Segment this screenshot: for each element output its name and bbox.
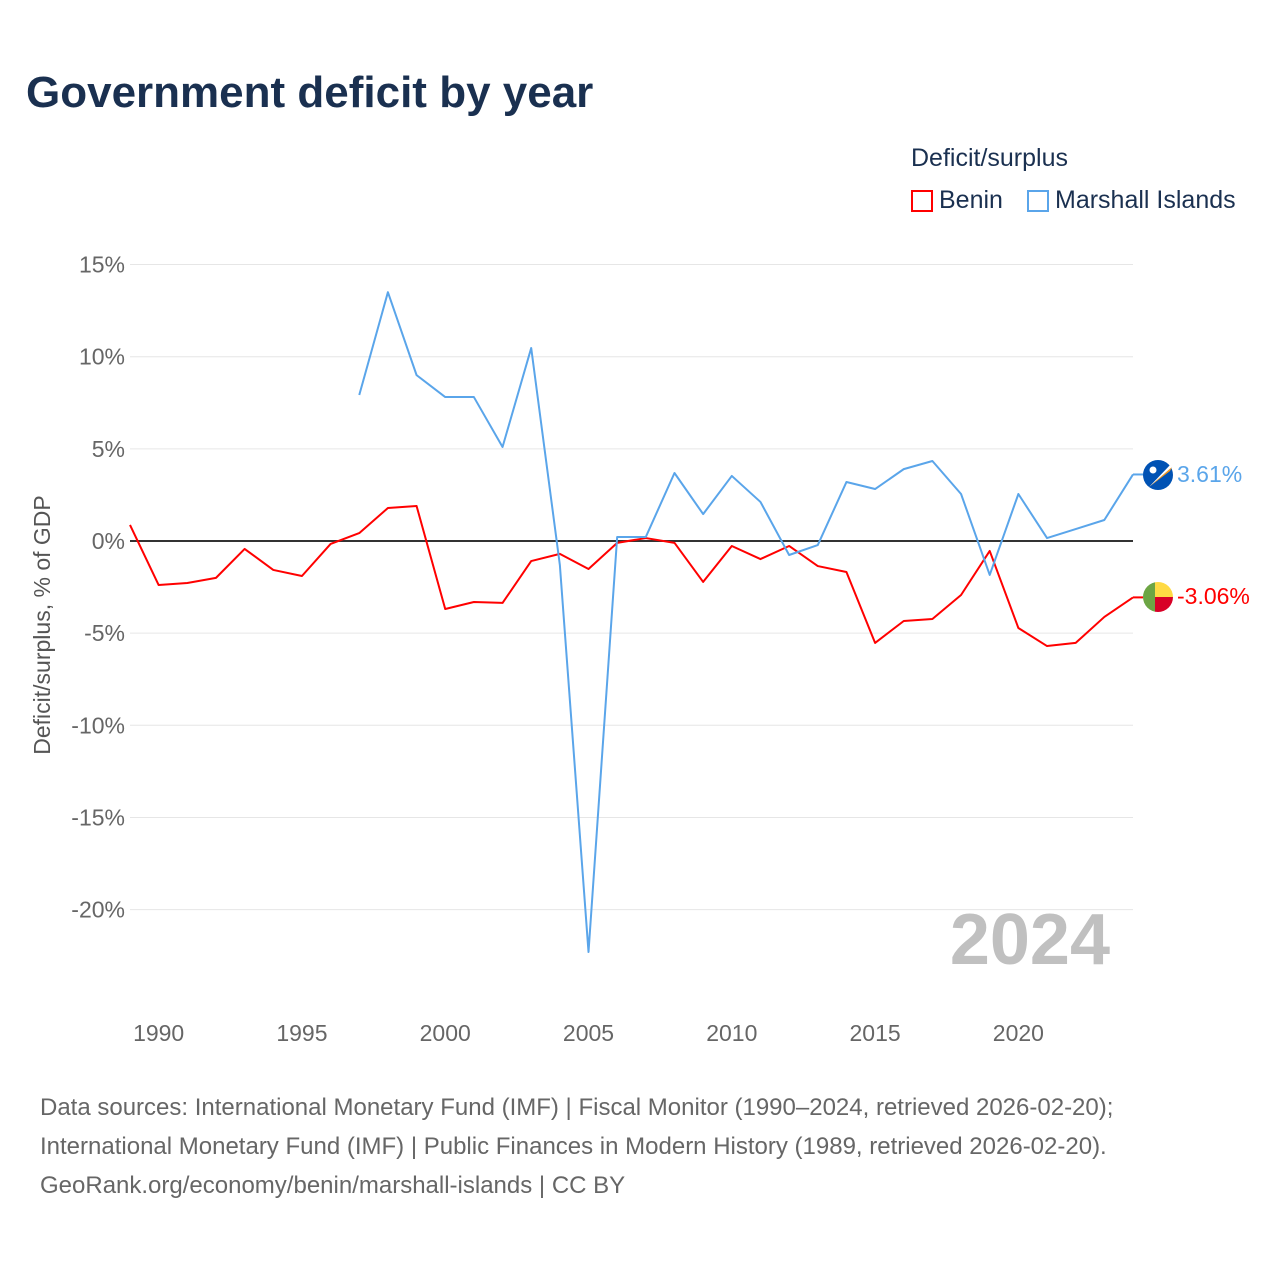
y-tick-label: 15%	[79, 252, 125, 278]
source-line: International Monetary Fund (IMF) | Publ…	[40, 1133, 1107, 1160]
chart-title: Government deficit by year	[26, 68, 594, 117]
end-label-marshall-islands: 3.61%	[1177, 461, 1242, 487]
legend-item-marshall-islands[interactable]: Marshall Islands	[1027, 186, 1236, 215]
legend-item-benin[interactable]: Benin	[911, 186, 1003, 215]
benin-flag-icon	[1143, 582, 1173, 612]
marshall-islands-flag-icon	[1143, 460, 1173, 490]
x-tick-label: 2010	[706, 1020, 757, 1046]
source-note: Data sources: International Monetary Fun…	[40, 1088, 1113, 1205]
y-tick-label: -5%	[84, 620, 125, 646]
legend-label: Marshall Islands	[1055, 186, 1236, 214]
x-tick-label: 1995	[276, 1020, 327, 1046]
legend-label: Benin	[939, 186, 1003, 214]
y-tick-label: 10%	[79, 344, 125, 370]
y-axis-label: Deficit/surplus, % of GDP	[29, 495, 55, 754]
x-tick-label: 2015	[849, 1020, 900, 1046]
x-tick-label: 1990	[133, 1020, 184, 1046]
y-tick-label: 5%	[92, 436, 125, 462]
legend-title: Deficit/surplus	[911, 144, 1068, 172]
y-tick-label: -10%	[71, 712, 125, 738]
y-tick-label: -15%	[71, 804, 125, 830]
year-watermark: 2024	[950, 900, 1110, 980]
x-tick-label: 2005	[563, 1020, 614, 1046]
source-line: Data sources: International Monetary Fun…	[40, 1094, 1114, 1121]
legend-swatch-benin	[911, 189, 933, 212]
x-tick-label: 2020	[993, 1020, 1044, 1046]
legend-swatch-marshall-islands	[1027, 189, 1049, 212]
end-label-benin: -3.06%	[1177, 583, 1250, 609]
source-link[interactable]: GeoRank.org/economy/benin/marshall-islan…	[40, 1172, 626, 1199]
series-line-benin	[129, 504, 1134, 648]
y-tick-label: 0%	[92, 528, 125, 554]
x-tick-label: 2000	[420, 1020, 471, 1046]
series-line-marshall-islands	[358, 291, 1134, 953]
plot-area: 2024 Deficit/surplus, % of GDP 15% 10% 5% 0…	[29, 252, 1250, 1046]
y-tick-label: -20%	[71, 897, 125, 923]
